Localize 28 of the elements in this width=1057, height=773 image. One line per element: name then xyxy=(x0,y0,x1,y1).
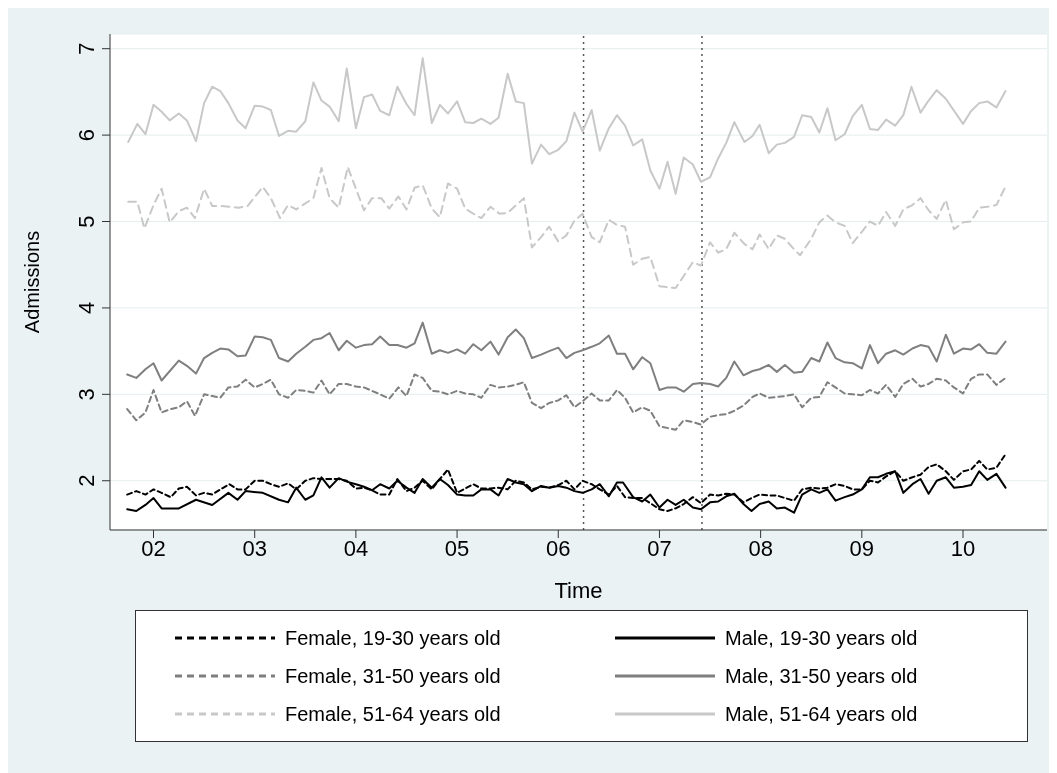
x-axis-title: Time xyxy=(554,578,603,603)
x-tick-label: 06 xyxy=(546,535,571,561)
y-tick-label: 5 xyxy=(74,215,99,228)
y-tick-label: 7 xyxy=(74,42,99,55)
line-series xyxy=(127,166,1006,290)
legend-label: Female, 31-50 years old xyxy=(285,665,501,687)
x-tick-label: 10 xyxy=(950,535,976,561)
legend-label: Male, 31-50 years old xyxy=(725,665,918,687)
x-tick-label: 08 xyxy=(748,535,773,561)
x-tick-label: 05 xyxy=(444,535,470,561)
legend-label: Male, 19-30 years old xyxy=(725,627,918,649)
x-tick-label: 03 xyxy=(242,535,267,561)
line-series xyxy=(126,454,1006,512)
legend-label: Female, 19-30 years old xyxy=(285,627,501,649)
y-tick-label: 2 xyxy=(74,474,99,487)
y-tick-label: 4 xyxy=(74,301,99,315)
x-tick-label: 07 xyxy=(647,535,672,561)
x-tick-label: 04 xyxy=(343,535,369,561)
line-series xyxy=(126,373,1006,431)
x-tick-label: 09 xyxy=(849,535,875,561)
y-axis-title: Admissions xyxy=(21,230,44,334)
y-tick-label: 6 xyxy=(74,128,99,142)
x-tick-label: 02 xyxy=(141,535,166,561)
line-series xyxy=(126,321,1007,393)
legend-label: Male, 51-64 years old xyxy=(725,703,918,725)
y-tick-label: 3 xyxy=(74,388,99,401)
line-series xyxy=(127,57,1007,195)
legend-label: Female, 51-64 years old xyxy=(285,703,501,725)
